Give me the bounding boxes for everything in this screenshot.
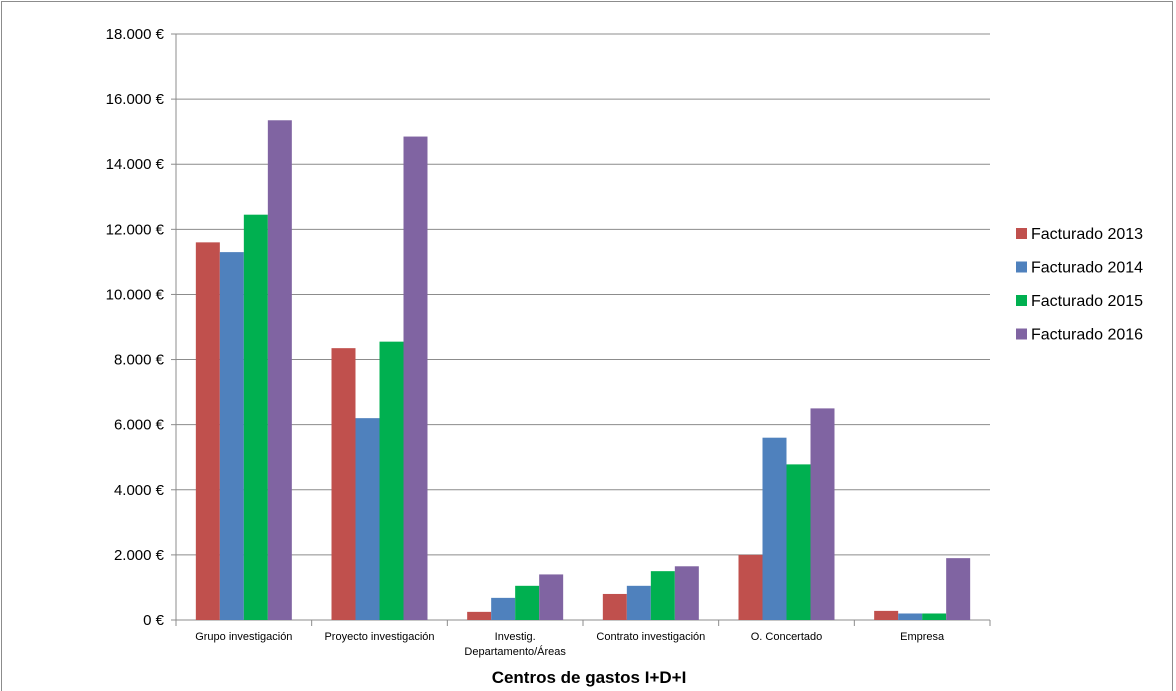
bar-facturado-2016 — [674, 566, 699, 620]
gridlines — [176, 33, 990, 556]
x-category-label: Contrato investigación — [596, 631, 705, 643]
x-axis-title: Centros de gastos I+D+I — [492, 668, 687, 687]
bar-facturado-2014 — [898, 613, 923, 620]
bar-facturado-2016 — [267, 120, 292, 621]
x-category-label: Grupo investigación — [195, 631, 292, 643]
legend-entry-label: Facturado 2014 — [1031, 260, 1143, 277]
y-tick-label: 10.000 € — [106, 286, 165, 303]
bar-facturado-2014 — [626, 585, 651, 620]
axes — [171, 33, 991, 626]
bar-facturado-2015 — [922, 613, 947, 620]
legend: Facturado 2013 Facturado 2014 Facturado 20… — [1016, 226, 1143, 344]
bar-facturado-2014 — [355, 418, 380, 620]
legend-entry-label: Facturado 2015 — [1031, 293, 1143, 310]
legend-swatch — [1016, 328, 1027, 340]
bar-facturado-2015 — [379, 341, 404, 620]
legend-swatch — [1016, 228, 1027, 239]
legend-entry-label: Facturado 2013 — [1031, 226, 1143, 243]
legend-swatch — [1016, 295, 1027, 306]
bars — [195, 120, 971, 621]
y-tick-label: 12.000 € — [106, 221, 165, 238]
bar-facturado-2014 — [762, 437, 787, 620]
y-tick-label: 8.000 € — [114, 352, 165, 369]
bar-facturado-2013 — [195, 242, 220, 620]
x-category-label: Departamento/Áreas — [464, 645, 566, 658]
x-category-label: O. Concertado — [751, 631, 823, 643]
bar-facturado-2014 — [219, 252, 244, 620]
bar-facturado-2013 — [331, 348, 356, 620]
y-tick-label: 2.000 € — [114, 547, 165, 564]
legend-swatch — [1016, 261, 1027, 273]
bar-facturado-2015 — [515, 585, 540, 620]
x-category-label: Investig. — [495, 631, 536, 643]
bar-facturado-2015 — [243, 214, 268, 620]
bar-facturado-2016 — [946, 558, 971, 620]
bar-facturado-2016 — [810, 408, 835, 620]
x-category-label: Empresa — [900, 631, 945, 643]
y-tick-label: 0 € — [143, 612, 165, 629]
bar-facturado-2013 — [467, 611, 492, 620]
bar-facturado-2015 — [786, 464, 811, 620]
bar-facturado-2016 — [539, 574, 564, 620]
y-tick-label: 6.000 € — [114, 417, 165, 434]
legend-entry-label: Facturado 2016 — [1031, 327, 1143, 344]
y-tick-label: 18.000 € — [106, 26, 165, 43]
bar-facturado-2013 — [874, 610, 899, 620]
bar-facturado-2013 — [738, 554, 763, 620]
x-category-label: Proyecto investigación — [324, 631, 434, 643]
bar-facturado-2013 — [602, 593, 627, 620]
bar-facturado-2015 — [650, 571, 675, 620]
y-tick-label: 14.000 € — [106, 156, 165, 173]
y-tick-label: 16.000 € — [106, 91, 165, 108]
bar-facturado-2016 — [403, 136, 428, 621]
axis-labels: 0 € 2.000 € 4.000 € 6.000 € 8.000 € 10.000 € 1… — [106, 26, 945, 658]
y-tick-label: 4.000 € — [114, 482, 165, 499]
bar-facturado-2014 — [491, 597, 516, 620]
